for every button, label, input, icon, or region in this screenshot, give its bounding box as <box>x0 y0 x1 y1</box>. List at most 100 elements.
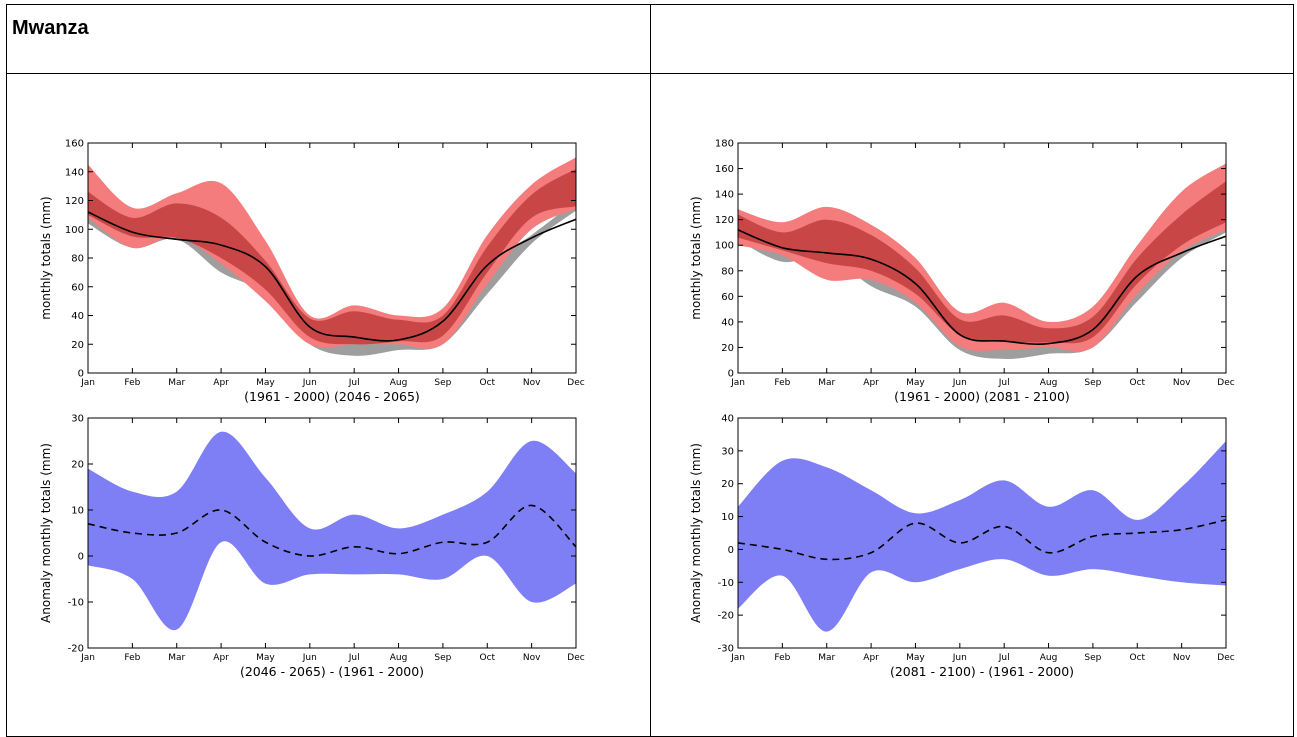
y-tick-label: 120 <box>715 215 734 226</box>
band-blue <box>738 441 1226 632</box>
x-tick-label: Feb <box>124 653 140 663</box>
x-tick-label: Sep <box>434 378 451 388</box>
y-tick-label: 60 <box>71 282 84 293</box>
x-tick-label: May <box>906 378 925 388</box>
x-tick-label: Aug <box>390 378 408 388</box>
plot-area <box>738 418 1226 648</box>
x-tick-label: Sep <box>434 653 451 663</box>
y-tick-label: 30 <box>721 446 734 457</box>
y-tick-label: 120 <box>65 196 84 207</box>
y-tick-label: 60 <box>721 292 734 303</box>
plot-area <box>88 143 576 373</box>
x-tick-label: May <box>906 653 925 663</box>
x-tick-label: Dec <box>1217 653 1234 663</box>
y-axis-label: Anomaly monthly totals (mm) <box>39 443 53 623</box>
x-tick-label: Mar <box>818 653 835 663</box>
y-tick-label: 30 <box>71 414 84 425</box>
y-tick-label: 100 <box>65 225 84 236</box>
y-tick-label: 40 <box>71 311 84 322</box>
x-tick-label: Nov <box>523 653 541 663</box>
x-tick-label: Feb <box>774 378 790 388</box>
band-blue <box>88 431 576 631</box>
x-tick-label: Jul <box>998 378 1010 388</box>
x-tick-label: Mar <box>818 378 835 388</box>
plot-frame <box>737 417 1227 649</box>
y-tick-label: -10 <box>68 598 84 609</box>
baseline-mean-line <box>738 229 1226 346</box>
x-tick-label: Aug <box>390 653 408 663</box>
x-tick-label: Apr <box>863 378 879 388</box>
rainfall-chart-2046-2065: 0 20 40 60 80 100 120 140 160 Jan Feb Mar Apr May Jun J… <box>39 139 585 405</box>
y-tick-label: 10 <box>721 512 734 523</box>
baseline-mean-line <box>88 211 576 342</box>
x-tick-label: Nov <box>523 378 541 388</box>
x-tick-label: Dec <box>1217 378 1234 388</box>
x-tick-label: Nov <box>1173 378 1191 388</box>
mean-anomaly-line <box>88 504 576 557</box>
y-axis-label: monthly totals (mm) <box>689 196 703 319</box>
x-tick-label: Aug <box>1040 653 1058 663</box>
y-tick-label: 180 <box>715 139 734 150</box>
x-tick-label: Jan <box>80 378 95 388</box>
band-dark_red <box>738 181 1226 344</box>
plot-frame <box>87 417 577 649</box>
x-tick-label: Jul <box>998 653 1010 663</box>
x-tick-label: Jun <box>302 653 317 663</box>
plot-area <box>88 418 576 648</box>
y-tick-label: 0 <box>78 552 84 563</box>
city-title: Mwanza <box>12 17 89 39</box>
x-tick-label: Jan <box>80 653 95 663</box>
x-axis-label: (2081 - 2100) - (1961 - 2000) <box>890 664 1074 679</box>
y-tick-label: 160 <box>715 164 734 175</box>
y-tick-label: 140 <box>65 167 84 178</box>
y-tick-label: 20 <box>721 479 734 490</box>
y-axis-label: monthly totals (mm) <box>39 196 53 319</box>
x-tick-label: Jan <box>730 653 745 663</box>
y-tick-label: 40 <box>721 414 734 425</box>
x-tick-label: Aug <box>1040 378 1058 388</box>
x-tick-label: Nov <box>1173 653 1191 663</box>
x-tick-label: Sep <box>1084 378 1101 388</box>
x-axis-label: (1961 - 2000) (2081 - 2100) <box>894 389 1070 404</box>
x-tick-label: Jun <box>952 653 967 663</box>
x-tick-label: Mar <box>168 378 185 388</box>
x-tick-label: Oct <box>479 653 495 663</box>
x-tick-label: Jan <box>730 378 745 388</box>
y-tick-label: 20 <box>71 340 84 351</box>
y-tick-label: 100 <box>715 241 734 252</box>
y-tick-label: 20 <box>71 460 84 471</box>
y-tick-label: 80 <box>71 254 84 265</box>
y-axis-label: Anomaly monthly totals (mm) <box>689 443 703 623</box>
y-tick-label: 160 <box>65 139 84 150</box>
x-tick-label: Jun <box>952 378 967 388</box>
x-tick-label: May <box>256 378 275 388</box>
y-tick-label: -10 <box>718 578 734 589</box>
x-tick-label: Apr <box>213 653 229 663</box>
x-axis-label: (1961 - 2000) (2046 - 2065) <box>244 389 420 404</box>
x-tick-label: Dec <box>567 653 584 663</box>
x-tick-label: Mar <box>168 653 185 663</box>
x-tick-label: Apr <box>213 378 229 388</box>
y-tick-label: 10 <box>71 506 84 517</box>
x-tick-label: Jul <box>348 653 360 663</box>
x-tick-label: Feb <box>124 378 140 388</box>
y-tick-label: 0 <box>78 369 84 380</box>
x-tick-label: Feb <box>774 653 790 663</box>
x-tick-label: May <box>256 653 275 663</box>
y-tick-label: 20 <box>721 343 734 354</box>
mean-anomaly-line <box>738 519 1226 561</box>
x-tick-label: Sep <box>1084 653 1101 663</box>
rainfall-chart-2081-2100: 0 20 40 60 80 100 120 140 160 180 Jan Feb Mar Apr May J… <box>689 139 1235 405</box>
y-tick-label: 0 <box>728 369 734 380</box>
y-tick-label: 40 <box>721 317 734 328</box>
row-divider <box>7 73 1293 74</box>
band-light_red <box>738 163 1226 352</box>
y-tick-label: 140 <box>715 190 734 201</box>
anomaly-chart-2081-2100: -30 -20 -10 0 10 20 30 40 Jan Feb Mar Apr May Jun Jul A… <box>689 414 1235 680</box>
band-dark_red <box>88 168 576 345</box>
column-divider <box>650 5 651 736</box>
band-light_red <box>88 157 576 349</box>
plot-frame <box>737 142 1227 374</box>
x-axis-label: (2046 - 2065) - (1961 - 2000) <box>240 664 424 679</box>
plot-area <box>738 143 1226 373</box>
